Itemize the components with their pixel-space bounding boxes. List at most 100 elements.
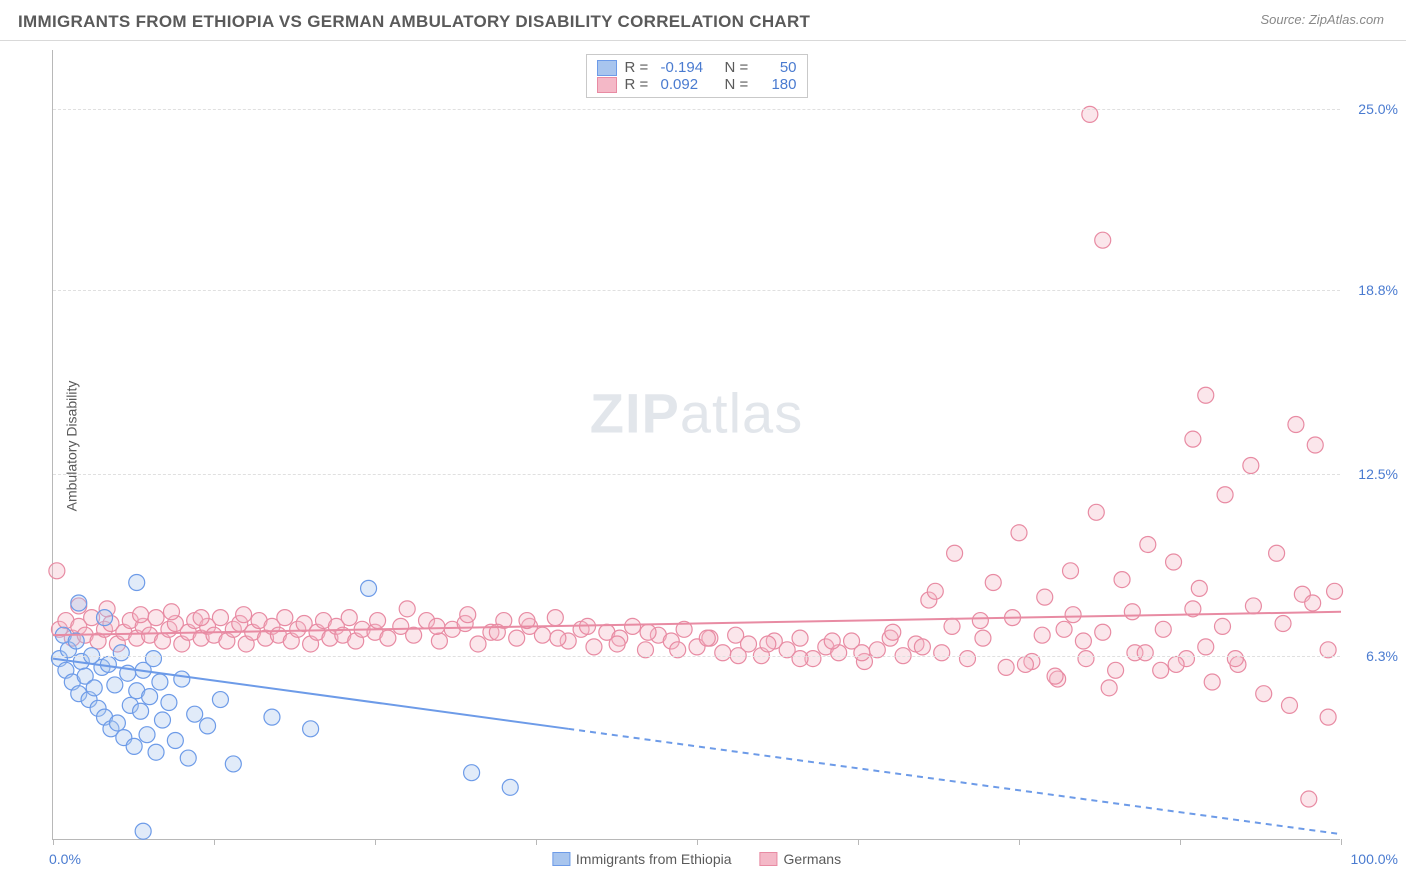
- scatter-point: [927, 583, 943, 599]
- scatter-point: [1017, 656, 1033, 672]
- swatch-germans: [597, 77, 617, 93]
- r-label-2: R =: [625, 76, 653, 93]
- legend-item-ethiopia: Immigrants from Ethiopia: [552, 851, 732, 867]
- y-tick-label: 25.0%: [1358, 101, 1398, 117]
- scatter-point: [1078, 651, 1094, 667]
- scatter-point: [1153, 662, 1169, 678]
- scatter-point: [1245, 598, 1261, 614]
- scatter-point: [1301, 791, 1317, 807]
- regression-line: [568, 729, 1341, 834]
- scatter-point: [1227, 651, 1243, 667]
- scatter-point: [1288, 417, 1304, 433]
- x-tick: [53, 839, 54, 845]
- scatter-point: [1155, 621, 1171, 637]
- scatter-point: [1108, 662, 1124, 678]
- scatter-point: [792, 651, 808, 667]
- scatter-point: [1281, 697, 1297, 713]
- scatter-point: [163, 604, 179, 620]
- scatter-point: [139, 727, 155, 743]
- scatter-point: [161, 694, 177, 710]
- scatter-point: [464, 765, 480, 781]
- scatter-point: [509, 630, 525, 646]
- r-value-germans: 0.092: [661, 76, 717, 93]
- x-tick: [375, 839, 376, 845]
- r-label: R =: [625, 59, 653, 76]
- scatter-point: [1037, 589, 1053, 605]
- scatter-point: [1011, 525, 1027, 541]
- swatch-ethiopia: [597, 60, 617, 76]
- scatter-point: [212, 692, 228, 708]
- n-value-germans: 180: [761, 76, 797, 93]
- scatter-point: [341, 610, 357, 626]
- scatter-point: [133, 607, 149, 623]
- stats-row-ethiopia: R = -0.194 N = 50: [597, 59, 797, 76]
- scatter-point: [133, 703, 149, 719]
- scatter-point: [152, 674, 168, 690]
- n-label: N =: [725, 59, 753, 76]
- scatter-point: [1034, 627, 1050, 643]
- scatter-point: [193, 610, 209, 626]
- scatter-point: [107, 677, 123, 693]
- scatter-point: [1124, 604, 1140, 620]
- plot-area: ZIPatlas R = -0.194 N = 50 R = 0.092 N =…: [52, 50, 1340, 840]
- scatter-point: [1065, 607, 1081, 623]
- scatter-point: [180, 750, 196, 766]
- gridline: [53, 474, 1340, 475]
- stats-row-germans: R = 0.092 N = 180: [597, 76, 797, 93]
- scatter-point: [1256, 686, 1272, 702]
- scatter-point: [998, 659, 1014, 675]
- scatter-point: [399, 601, 415, 617]
- scatter-point: [236, 607, 252, 623]
- scatter-point: [174, 671, 190, 687]
- scatter-point: [470, 636, 486, 652]
- scatter-point: [148, 610, 164, 626]
- scatter-point: [264, 709, 280, 725]
- scatter-point: [145, 651, 161, 667]
- scatter-point: [429, 618, 445, 634]
- scatter-point: [1327, 583, 1343, 599]
- scatter-point: [550, 630, 566, 646]
- x-tick: [1180, 839, 1181, 845]
- scatter-point: [1047, 668, 1063, 684]
- scatter-point: [715, 645, 731, 661]
- scatter-point: [97, 610, 113, 626]
- scatter-point: [959, 651, 975, 667]
- scatter-point: [1075, 633, 1091, 649]
- scatter-point: [944, 618, 960, 634]
- scatter-chart: [53, 50, 1340, 839]
- scatter-point: [200, 718, 216, 734]
- scatter-point: [1191, 580, 1207, 596]
- scatter-point: [86, 680, 102, 696]
- scatter-point: [109, 715, 125, 731]
- gridline: [53, 109, 1340, 110]
- scatter-point: [303, 721, 319, 737]
- x-tick: [214, 839, 215, 845]
- y-tick-label: 6.3%: [1366, 648, 1398, 664]
- r-value-ethiopia: -0.194: [661, 59, 717, 76]
- y-tick-label: 18.8%: [1358, 282, 1398, 298]
- x-axis-end-label: 100.0%: [1351, 851, 1398, 867]
- chart-source: Source: ZipAtlas.com: [1260, 12, 1384, 27]
- scatter-point: [460, 607, 476, 623]
- scatter-point: [1307, 437, 1323, 453]
- series-legend: Immigrants from Ethiopia Germans: [552, 851, 841, 867]
- x-tick: [697, 839, 698, 845]
- scatter-point: [547, 610, 563, 626]
- scatter-point: [126, 738, 142, 754]
- x-tick: [1341, 839, 1342, 845]
- scatter-point: [534, 627, 550, 643]
- gridline: [53, 290, 1340, 291]
- legend-item-germans: Germans: [760, 851, 842, 867]
- scatter-point: [135, 823, 151, 839]
- x-axis-start-label: 0.0%: [49, 851, 81, 867]
- scatter-point: [1088, 504, 1104, 520]
- scatter-point: [1215, 618, 1231, 634]
- n-label-2: N =: [725, 76, 753, 93]
- scatter-point: [49, 563, 65, 579]
- scatter-point: [1204, 674, 1220, 690]
- scatter-point: [609, 636, 625, 652]
- scatter-point: [914, 639, 930, 655]
- scatter-point: [699, 630, 715, 646]
- n-value-ethiopia: 50: [761, 59, 797, 76]
- chart-title: IMMIGRANTS FROM ETHIOPIA VS GERMAN AMBUL…: [18, 12, 810, 31]
